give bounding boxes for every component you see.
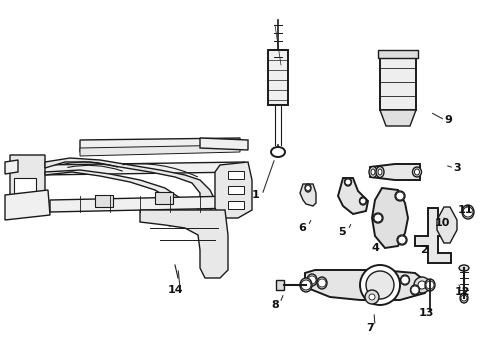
Ellipse shape: [413, 167, 421, 177]
Ellipse shape: [378, 169, 382, 175]
Polygon shape: [80, 145, 240, 156]
Polygon shape: [305, 270, 428, 300]
Polygon shape: [370, 164, 420, 180]
Circle shape: [418, 281, 426, 289]
Circle shape: [463, 207, 473, 217]
Circle shape: [360, 265, 400, 305]
Bar: [228, 201, 244, 209]
Circle shape: [414, 277, 430, 293]
Text: 13: 13: [418, 308, 434, 318]
Circle shape: [369, 294, 375, 300]
Polygon shape: [437, 207, 457, 243]
Text: 11: 11: [457, 205, 473, 215]
Polygon shape: [215, 162, 252, 218]
Ellipse shape: [373, 213, 383, 223]
Ellipse shape: [415, 169, 419, 175]
Circle shape: [301, 280, 311, 290]
Circle shape: [374, 214, 382, 222]
Bar: [268, 50, 288, 105]
Ellipse shape: [460, 293, 468, 303]
Bar: [228, 186, 244, 194]
Text: 7: 7: [366, 323, 374, 333]
Polygon shape: [50, 196, 238, 212]
Text: 9: 9: [444, 115, 452, 125]
Circle shape: [345, 179, 351, 185]
Text: 12: 12: [454, 287, 470, 297]
Ellipse shape: [425, 279, 435, 291]
Ellipse shape: [459, 265, 469, 271]
Polygon shape: [200, 138, 248, 150]
Circle shape: [396, 192, 404, 200]
Polygon shape: [380, 110, 416, 126]
Polygon shape: [140, 210, 228, 278]
Bar: [228, 171, 244, 179]
Polygon shape: [45, 170, 185, 226]
Ellipse shape: [397, 235, 407, 245]
Polygon shape: [45, 158, 215, 218]
Circle shape: [305, 185, 311, 190]
Circle shape: [366, 271, 394, 299]
Bar: [95, 195, 113, 207]
Ellipse shape: [300, 278, 312, 292]
Polygon shape: [415, 208, 453, 263]
Circle shape: [360, 198, 366, 204]
Polygon shape: [40, 162, 245, 175]
Circle shape: [398, 236, 406, 244]
Circle shape: [365, 290, 379, 304]
Text: 4: 4: [371, 243, 379, 253]
Circle shape: [308, 276, 316, 284]
Polygon shape: [10, 155, 45, 205]
Polygon shape: [372, 188, 408, 248]
Bar: [378, 50, 418, 58]
Circle shape: [401, 276, 409, 284]
Ellipse shape: [369, 166, 377, 177]
Bar: [14, 178, 36, 193]
Ellipse shape: [344, 178, 351, 186]
Ellipse shape: [360, 197, 367, 205]
Text: 3: 3: [453, 163, 461, 173]
Text: 2: 2: [420, 245, 428, 255]
Bar: [380, 54, 416, 110]
Ellipse shape: [307, 274, 317, 286]
Text: 10: 10: [434, 218, 450, 228]
Text: 14: 14: [167, 285, 183, 295]
Ellipse shape: [371, 169, 375, 175]
Polygon shape: [338, 178, 368, 214]
Polygon shape: [80, 138, 240, 152]
Text: 1: 1: [252, 190, 260, 200]
Ellipse shape: [400, 275, 410, 285]
Ellipse shape: [376, 166, 384, 177]
Circle shape: [318, 279, 326, 287]
Ellipse shape: [462, 205, 474, 219]
Circle shape: [426, 281, 434, 289]
Ellipse shape: [411, 285, 419, 295]
Bar: [276, 280, 284, 290]
Polygon shape: [5, 190, 50, 220]
Polygon shape: [5, 160, 18, 174]
Polygon shape: [300, 184, 316, 206]
Ellipse shape: [395, 191, 405, 201]
Text: 6: 6: [298, 223, 306, 233]
Text: 8: 8: [271, 300, 279, 310]
Ellipse shape: [305, 184, 311, 192]
Circle shape: [411, 286, 419, 294]
Ellipse shape: [317, 277, 327, 289]
Text: 5: 5: [338, 227, 346, 237]
Bar: [155, 192, 173, 204]
Circle shape: [461, 295, 467, 301]
